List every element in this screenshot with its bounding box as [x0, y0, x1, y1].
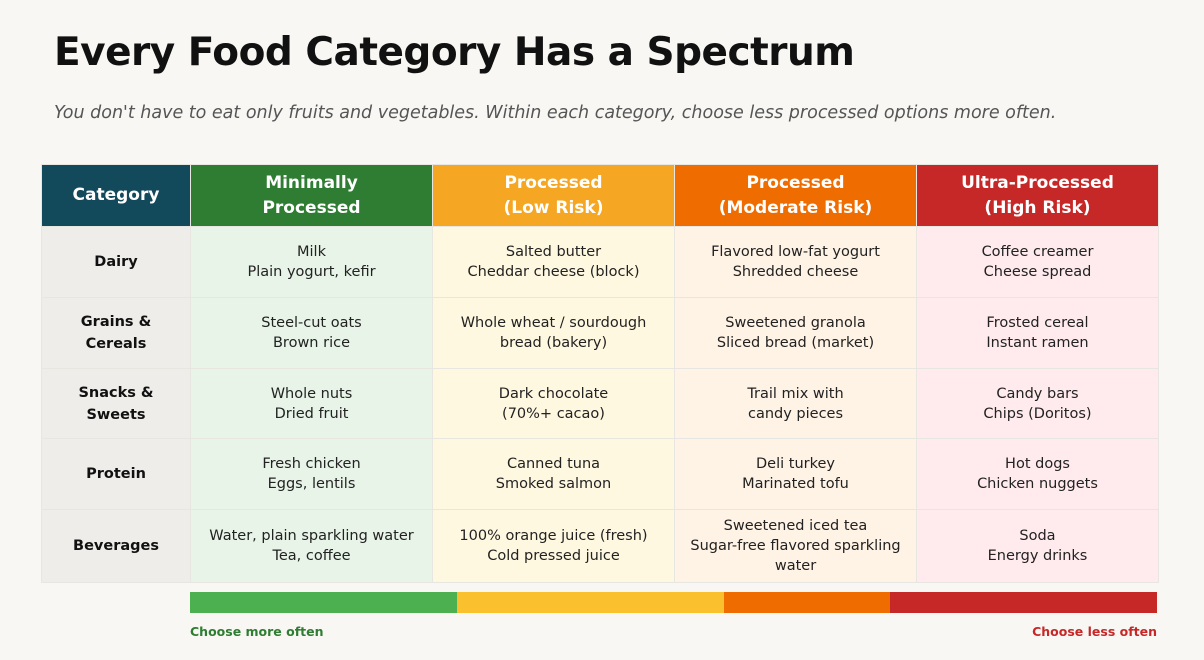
table-cell: Soda Energy drinks — [916, 509, 1159, 583]
table-cell: Steel-cut oats Brown rice — [190, 297, 433, 369]
header-minimally-processed: Minimally Processed — [190, 164, 433, 227]
table-cell: Canned tuna Smoked salmon — [432, 438, 675, 510]
table-cell: 100% orange juice (fresh) Cold pressed j… — [432, 509, 675, 583]
table-cell: Coffee creamer Cheese spread — [916, 226, 1159, 298]
legend-choose-less: Choose less often — [1032, 624, 1157, 639]
spectrum-segment-orange — [723, 592, 891, 613]
table-cell: Frosted cereal Instant ramen — [916, 297, 1159, 369]
row-category-protein: Protein — [41, 438, 191, 510]
table-cell: Candy bars Chips (Doritos) — [916, 368, 1159, 439]
header-ultra-processed: Ultra-Processed (High Risk) — [916, 164, 1159, 227]
table-cell: Flavored low-fat yogurt Shredded cheese — [674, 226, 917, 298]
header-processed-moderate-risk: Processed (Moderate Risk) — [674, 164, 917, 227]
table-cell: Whole wheat / sourdough bread (bakery) — [432, 297, 675, 369]
table-cell: Sweetened granola Sliced bread (market) — [674, 297, 917, 369]
spectrum-segment-yellow — [456, 592, 724, 613]
table-cell: Salted butter Cheddar cheese (block) — [432, 226, 675, 298]
table-cell: Water, plain sparkling water Tea, coffee — [190, 509, 433, 583]
spectrum-table: Category Minimally Processed Processed (… — [41, 164, 1159, 583]
table-cell: Trail mix with candy pieces — [674, 368, 917, 439]
spectrum-segment-red — [890, 592, 1157, 613]
processing-spectrum-bar — [190, 592, 1157, 613]
table-row: Beverages Water, plain sparkling water T… — [41, 509, 1159, 583]
row-category-grains: Grains & Cereals — [41, 297, 191, 369]
table-header-row: Category Minimally Processed Processed (… — [41, 164, 1159, 227]
table-cell: Deli turkey Marinated tofu — [674, 438, 917, 510]
table-row: Protein Fresh chicken Eggs, lentils Cann… — [41, 438, 1159, 510]
table-cell: Whole nuts Dried fruit — [190, 368, 433, 439]
header-category: Category — [41, 164, 191, 227]
page-title: Every Food Category Has a Spectrum — [54, 30, 855, 75]
row-category-snacks: Snacks & Sweets — [41, 368, 191, 439]
row-category-beverages: Beverages — [41, 509, 191, 583]
header-processed-low-risk: Processed (Low Risk) — [432, 164, 675, 227]
legend-choose-more: Choose more often — [190, 624, 324, 639]
table-cell: Fresh chicken Eggs, lentils — [190, 438, 433, 510]
table-row: Grains & Cereals Steel-cut oats Brown ri… — [41, 297, 1159, 369]
spectrum-segment-green — [190, 592, 457, 613]
row-category-dairy: Dairy — [41, 226, 191, 298]
page-subtitle: You don't have to eat only fruits and ve… — [54, 103, 1057, 123]
table-cell: Sweetened iced tea Sugar-free flavored s… — [674, 509, 917, 583]
table-row: Snacks & Sweets Whole nuts Dried fruit D… — [41, 368, 1159, 439]
table-cell: Milk Plain yogurt, kefir — [190, 226, 433, 298]
table-cell: Hot dogs Chicken nuggets — [916, 438, 1159, 510]
table-row: Dairy Milk Plain yogurt, kefir Salted bu… — [41, 226, 1159, 298]
table-cell: Dark chocolate (70%+ cacao) — [432, 368, 675, 439]
